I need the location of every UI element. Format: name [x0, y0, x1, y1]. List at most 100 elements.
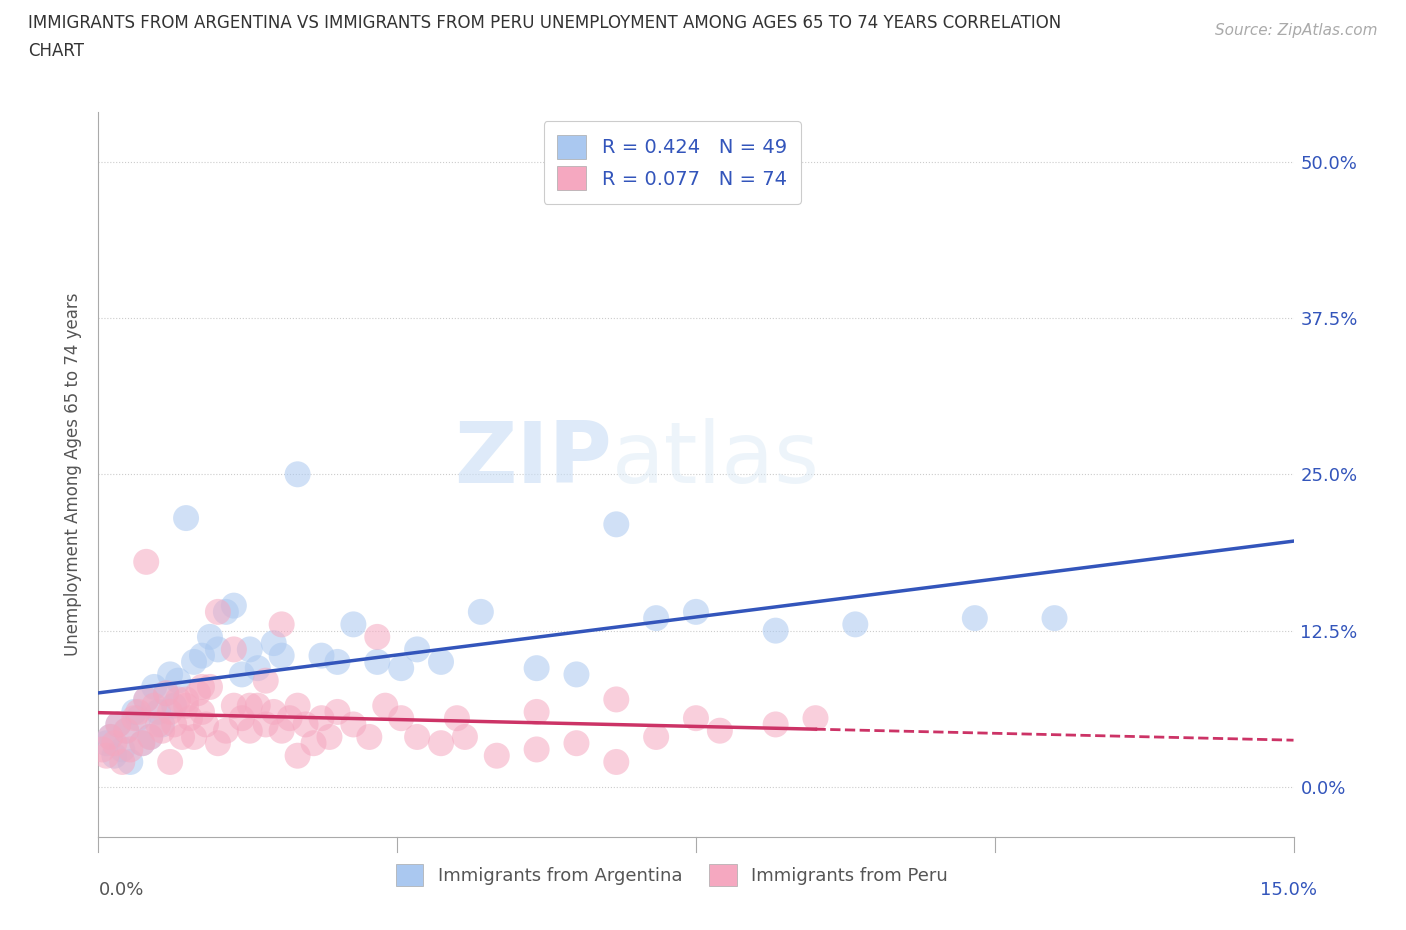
Point	[159, 667, 181, 682]
Point	[115, 724, 138, 738]
Text: IMMIGRANTS FROM ARGENTINA VS IMMIGRANTS FROM PERU UNEMPLOYMENT AMONG AGES 65 TO : IMMIGRANTS FROM ARGENTINA VS IMMIGRANTS …	[28, 14, 1062, 32]
Point	[963, 611, 986, 626]
Point	[215, 724, 238, 738]
Point	[359, 729, 381, 744]
Point	[302, 736, 325, 751]
Point	[294, 717, 316, 732]
Point	[187, 685, 209, 700]
Point	[143, 698, 166, 713]
Point	[565, 667, 588, 682]
Point	[207, 736, 229, 751]
Point	[406, 729, 429, 744]
Point	[844, 617, 866, 631]
Point	[191, 705, 214, 720]
Point	[311, 648, 333, 663]
Point	[159, 754, 181, 769]
Point	[174, 511, 197, 525]
Point	[565, 736, 588, 751]
Point	[150, 724, 173, 738]
Point	[263, 636, 285, 651]
Point	[231, 711, 253, 725]
Point	[239, 642, 262, 657]
Point	[150, 717, 173, 732]
Point	[485, 749, 508, 764]
Point	[131, 736, 153, 751]
Point	[148, 717, 170, 732]
Text: 0.0%: 0.0%	[98, 881, 143, 898]
Point	[446, 711, 468, 725]
Point	[326, 655, 349, 670]
Point	[135, 692, 157, 707]
Point	[526, 660, 548, 675]
Point	[287, 749, 309, 764]
Text: Source: ZipAtlas.com: Source: ZipAtlas.com	[1215, 23, 1378, 38]
Point	[605, 692, 627, 707]
Point	[167, 692, 190, 707]
Point	[96, 736, 118, 751]
Point	[167, 673, 190, 688]
Point	[131, 736, 153, 751]
Point	[207, 604, 229, 619]
Point	[342, 617, 364, 631]
Point	[685, 604, 707, 619]
Point	[207, 642, 229, 657]
Point	[1043, 611, 1066, 626]
Point	[366, 630, 388, 644]
Text: CHART: CHART	[28, 42, 84, 60]
Y-axis label: Unemployment Among Ages 65 to 74 years: Unemployment Among Ages 65 to 74 years	[65, 293, 83, 656]
Point	[139, 729, 162, 744]
Point	[96, 749, 118, 764]
Point	[124, 711, 146, 725]
Point	[287, 467, 309, 482]
Point	[270, 617, 292, 631]
Point	[191, 680, 214, 695]
Point	[155, 685, 177, 700]
Point	[139, 729, 162, 744]
Point	[709, 724, 731, 738]
Point	[254, 673, 277, 688]
Point	[326, 705, 349, 720]
Point	[174, 692, 197, 707]
Point	[103, 749, 125, 764]
Point	[179, 711, 201, 725]
Point	[430, 736, 453, 751]
Point	[135, 554, 157, 569]
Point	[645, 729, 668, 744]
Point	[98, 729, 122, 744]
Point	[183, 655, 205, 670]
Point	[389, 711, 412, 725]
Point	[605, 754, 627, 769]
Point	[470, 604, 492, 619]
Point	[215, 604, 238, 619]
Point	[374, 698, 396, 713]
Point	[222, 698, 245, 713]
Point	[278, 711, 301, 725]
Point	[342, 717, 364, 732]
Point	[645, 611, 668, 626]
Point	[120, 754, 142, 769]
Point	[246, 660, 269, 675]
Point	[526, 742, 548, 757]
Point	[231, 667, 253, 682]
Point	[135, 692, 157, 707]
Point	[270, 724, 292, 738]
Point	[163, 717, 186, 732]
Point	[103, 736, 125, 751]
Point	[254, 717, 277, 732]
Point	[406, 642, 429, 657]
Point	[685, 711, 707, 725]
Point	[195, 717, 218, 732]
Legend: Immigrants from Argentina, Immigrants from Peru: Immigrants from Argentina, Immigrants fr…	[389, 857, 955, 893]
Point	[191, 648, 214, 663]
Point	[159, 705, 181, 720]
Point	[98, 729, 122, 744]
Point	[311, 711, 333, 725]
Point	[239, 698, 262, 713]
Point	[198, 680, 221, 695]
Point	[143, 680, 166, 695]
Point	[246, 698, 269, 713]
Point	[222, 642, 245, 657]
Point	[765, 623, 787, 638]
Point	[183, 729, 205, 744]
Point	[127, 705, 149, 720]
